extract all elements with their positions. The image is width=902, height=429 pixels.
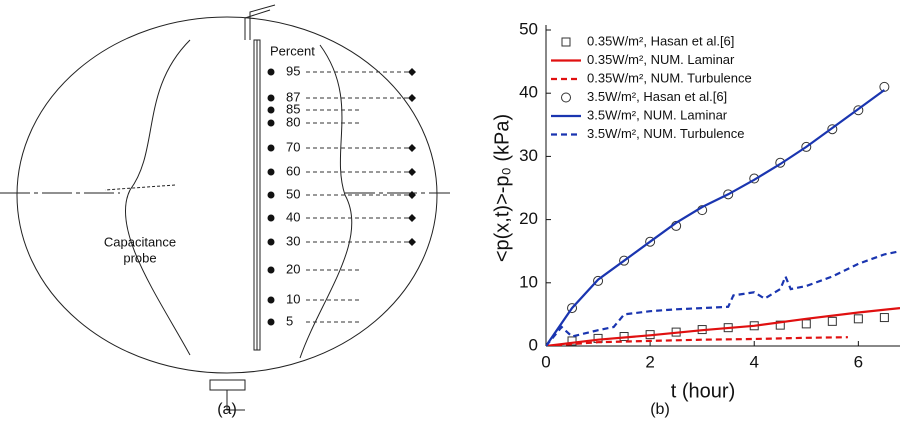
level-diamond [408,94,416,102]
level-diamond [408,144,416,152]
level-dot [267,168,275,176]
series-line [546,250,900,346]
chart: 0 10 20 30 40 50 0 2 4 6 t (hour) <p(x,t)>-p₀ (kPa)… [491,19,900,418]
level-dot [267,266,275,274]
legend-label: 0.35W/m², Hasan et al.[6] [587,33,734,48]
level-label: 50 [286,186,300,201]
x-tick-label: 0 [541,352,550,371]
probe-label: probe [123,250,156,265]
square-marker [853,314,863,324]
tank-diagram [0,4,450,411]
probe-label: Capacitance [104,234,176,249]
circle-marker [749,173,760,184]
circle-marker [561,92,571,103]
legend-label: 3.5W/m², NUM. Laminar [587,107,728,122]
level-dot [267,94,275,102]
level-label: 40 [286,209,300,224]
circle-marker [645,236,656,247]
legend-label: 0.35W/m², NUM. Turbulence [587,70,752,85]
legend-label: 3.5W/m², NUM. Turbulence [587,126,745,141]
x-tick-label: 4 [750,352,759,371]
level-dot [267,238,275,246]
x-axis-label: t (hour) [671,380,735,402]
square-marker [775,320,785,330]
circle-marker [827,124,838,135]
level-diamond [408,168,416,176]
y-tick-label: 40 [519,83,538,102]
level-diamond [408,68,416,76]
level-label: 60 [286,163,300,178]
level-dot [267,106,275,114]
level-diamond [408,214,416,222]
series-line [546,336,848,346]
circle-marker [879,81,890,92]
level-dot [267,144,275,152]
caption: (b) [650,401,670,418]
circle-marker [567,303,578,314]
circle-marker [775,157,786,168]
square-marker [827,316,837,326]
legend-label: 0.35W/m², NUM. Laminar [587,52,735,67]
y-tick-label: 20 [519,209,538,228]
x-tick-label: 6 [854,352,863,371]
liquid-boundary [124,39,191,356]
liquid-boundary [299,44,353,359]
square-marker [801,319,811,329]
legend-label: 3.5W/m², Hasan et al.[6] [587,89,727,104]
y-tick-label: 0 [529,335,538,354]
level-diamond [408,238,416,246]
series-line [546,307,900,346]
y-tick-label: 10 [519,272,538,291]
level-label: 80 [286,114,300,129]
percent-heading: Percent [270,43,315,58]
circle-marker [801,141,812,152]
circle-marker [593,275,604,286]
square-marker [561,37,571,47]
tank-shell [16,16,438,374]
level-label: 95 [286,63,300,78]
level-dot [267,191,275,199]
square-marker [567,336,577,346]
circle-marker [619,255,630,266]
level-dot [267,296,275,304]
pipe [209,379,246,411]
level-label: 5 [286,313,293,328]
pipe [244,4,276,40]
level-diamond [408,191,416,199]
caption: (a) [217,401,237,418]
level-label: 20 [286,261,300,276]
level-dot [267,68,275,76]
y-tick-label: 50 [519,19,538,38]
level-label: 10 [286,291,300,306]
y-tick-label: 30 [519,146,538,165]
y-axis-label: <p(x,t)>-p₀ (kPa) [491,114,513,262]
series-line [546,89,886,346]
level-label: 70 [286,139,300,154]
level-label: 30 [286,233,300,248]
probe-pointer [104,184,176,191]
level-dot [267,214,275,222]
level-label: 87 [286,89,300,104]
circle-marker [723,189,734,200]
circle-marker [853,105,864,116]
level-dot [267,119,275,127]
level-label: 85 [286,101,300,116]
level-dot [267,318,275,326]
x-tick-label: 2 [645,352,654,371]
square-marker [879,313,889,323]
